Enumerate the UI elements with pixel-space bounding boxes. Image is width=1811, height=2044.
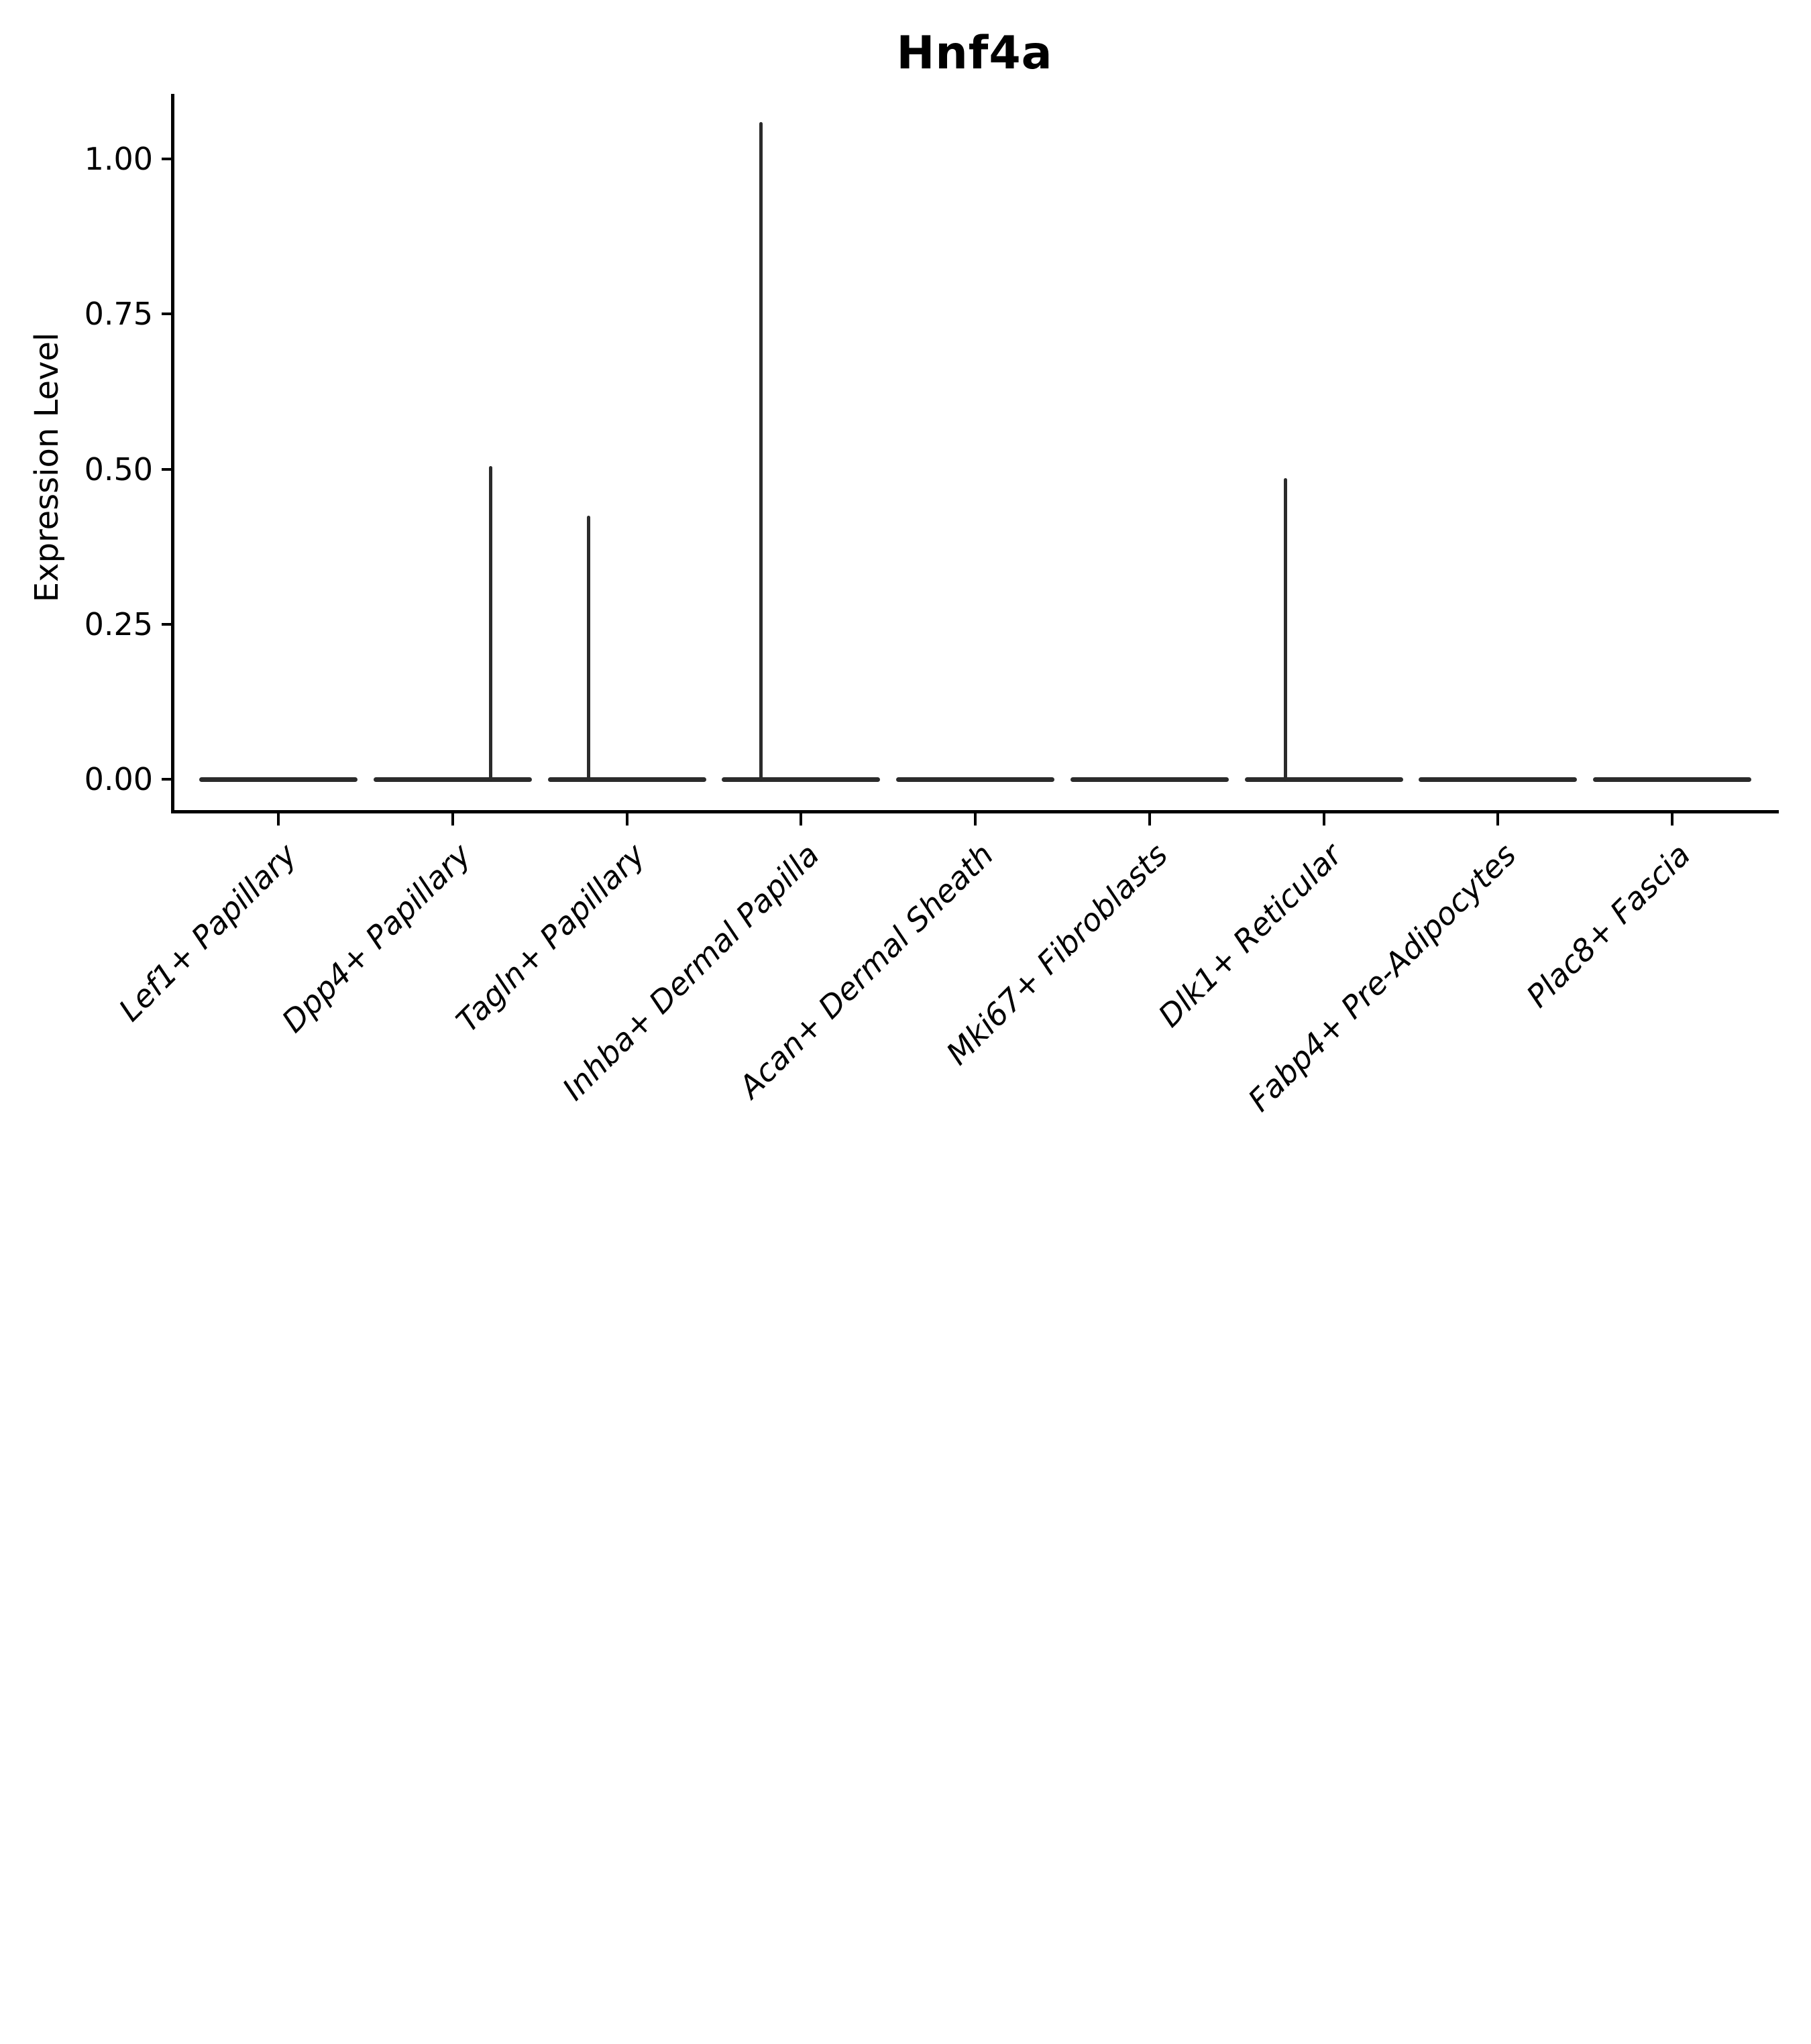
y-tick-mark <box>162 158 172 160</box>
violin-spike <box>1283 478 1287 781</box>
violin-baseline <box>1593 777 1751 782</box>
x-tick-label: Mki67+ Fibroblasts <box>939 836 1175 1072</box>
violin-baseline <box>1070 777 1229 782</box>
y-tick-mark <box>162 778 172 781</box>
y-tick-label: 0.75 <box>84 296 153 333</box>
x-tick-label: Inhba+ Dermal Papilla <box>555 836 826 1108</box>
violin-baseline <box>1244 777 1403 782</box>
x-tick-label: Dpp4+ Papillary <box>274 836 478 1039</box>
violin-spike <box>586 515 590 781</box>
x-tick-mark <box>1671 813 1673 826</box>
x-tick-mark <box>1322 813 1325 826</box>
x-tick-mark <box>625 813 628 826</box>
x-tick-mark <box>800 813 803 826</box>
y-tick-label: 1.00 <box>84 141 153 177</box>
violin-baseline <box>373 777 532 782</box>
x-tick-mark <box>974 813 977 826</box>
violin-baseline <box>896 777 1054 782</box>
x-tick-mark <box>1148 813 1151 826</box>
y-tick-mark <box>162 622 172 626</box>
y-tick-label: 0.50 <box>84 451 153 488</box>
x-tick-mark <box>277 813 280 826</box>
violin-baseline <box>547 777 706 782</box>
violin-baseline <box>722 777 881 782</box>
figure-canvas: { "figure": { "background_color": "#ffff… <box>28 27 1779 1119</box>
chart-title: Hnf4a <box>896 27 1053 80</box>
y-axis-spine <box>171 94 174 813</box>
y-tick-mark <box>162 467 172 471</box>
violin-spike <box>489 465 493 781</box>
violin-baseline <box>199 777 358 782</box>
y-tick-mark <box>162 313 172 316</box>
y-tick-label: 0.00 <box>84 761 153 797</box>
x-tick-mark <box>1496 813 1500 826</box>
x-axis-spine <box>171 810 1779 813</box>
x-tick-label: Plac8+ Fascia <box>1519 836 1698 1015</box>
violin-baseline <box>1419 777 1578 782</box>
violin-spike <box>759 121 763 781</box>
x-tick-mark <box>451 813 454 826</box>
y-tick-label: 0.25 <box>84 606 153 642</box>
x-tick-label: Fabp4+ Pre-Adipocytes <box>1241 836 1523 1119</box>
